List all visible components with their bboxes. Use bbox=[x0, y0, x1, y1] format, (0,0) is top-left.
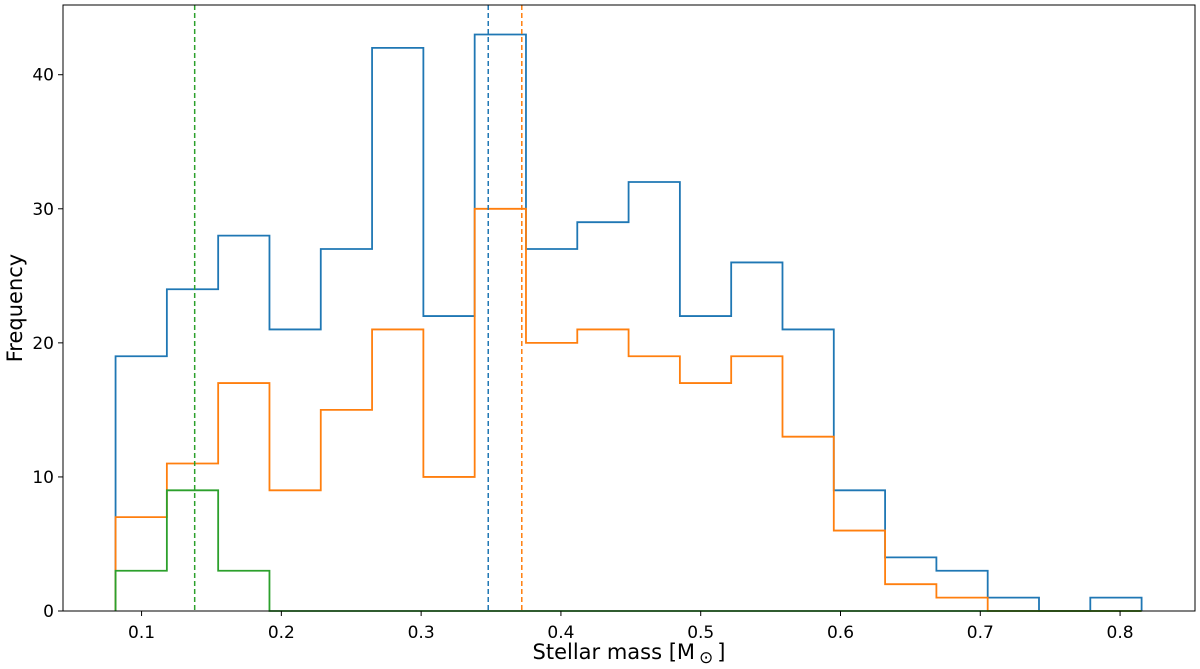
x-tick-label: 0.5 bbox=[687, 623, 714, 643]
x-axis-ticks: 0.1 0.2 0.3 0.4 0.5 0.6 0.7 0.8 bbox=[128, 611, 1134, 643]
y-tick-label: 40 bbox=[32, 66, 54, 86]
y-tick-label: 10 bbox=[32, 468, 54, 488]
x-tick-label: 0.7 bbox=[967, 623, 994, 643]
histogram-series-0 bbox=[114, 33, 1143, 612]
x-axis-label: Stellar mass [M ⊙] bbox=[533, 640, 726, 668]
x-tick-label: 0.3 bbox=[408, 623, 435, 643]
histogram-series-1 bbox=[114, 207, 1142, 612]
x-tick-label: 0.1 bbox=[128, 623, 155, 643]
y-tick-label: 20 bbox=[32, 334, 54, 354]
plot-marks bbox=[114, 5, 1143, 612]
x-tick-label: 0.2 bbox=[268, 623, 295, 643]
plot-frame bbox=[62, 4, 1196, 612]
x-tick-label: 0.6 bbox=[827, 623, 854, 643]
y-axis-ticks: 0 10 20 30 40 bbox=[32, 66, 63, 622]
x-tick-label: 0.4 bbox=[547, 623, 574, 643]
y-tick-label: 0 bbox=[43, 602, 54, 622]
x-tick-label: 0.8 bbox=[1107, 623, 1134, 643]
y-tick-label: 30 bbox=[32, 200, 54, 220]
y-axis-label: Frequency bbox=[3, 254, 27, 363]
